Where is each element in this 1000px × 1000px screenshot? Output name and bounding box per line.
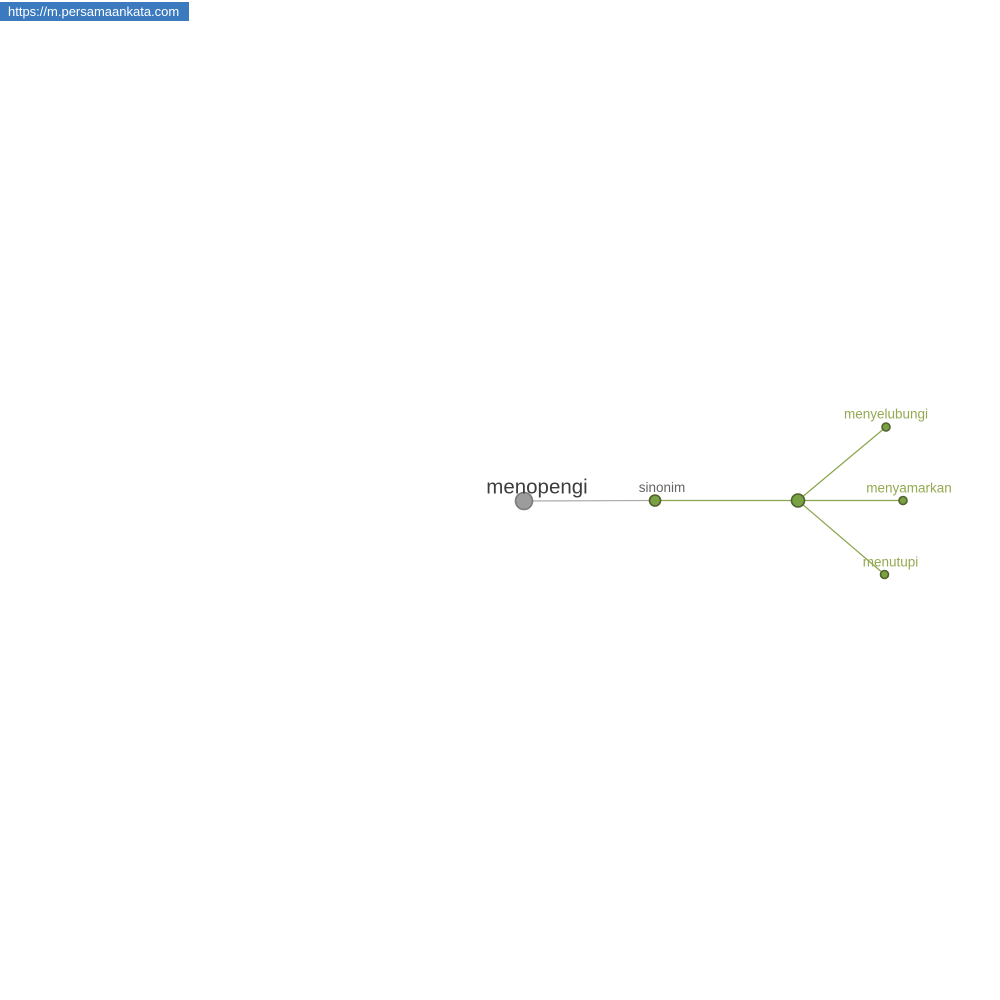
edge-hub-menutupi [797, 500, 885, 575]
node-menyamarkan[interactable] [898, 495, 908, 506]
edge-root-sinonim [523, 499, 656, 502]
node-menutupi[interactable] [879, 569, 890, 580]
url-badge: https://m.persamaankata.com [0, 2, 190, 21]
node-label-root: menopengi [486, 476, 587, 499]
edge-hub-menyelubungi [797, 426, 887, 501]
node-label-sinonim: sinonim [639, 480, 686, 495]
node-root[interactable] [514, 491, 534, 511]
node-label-menyamarkan: menyamarkan [866, 481, 952, 496]
node-hub[interactable] [790, 493, 806, 508]
node-sinonim[interactable] [648, 494, 662, 507]
node-label-menyelubungi: menyelubungi [844, 407, 928, 422]
node-label-menutupi: menutupi [863, 555, 919, 570]
node-menyelubungi[interactable] [881, 422, 891, 432]
